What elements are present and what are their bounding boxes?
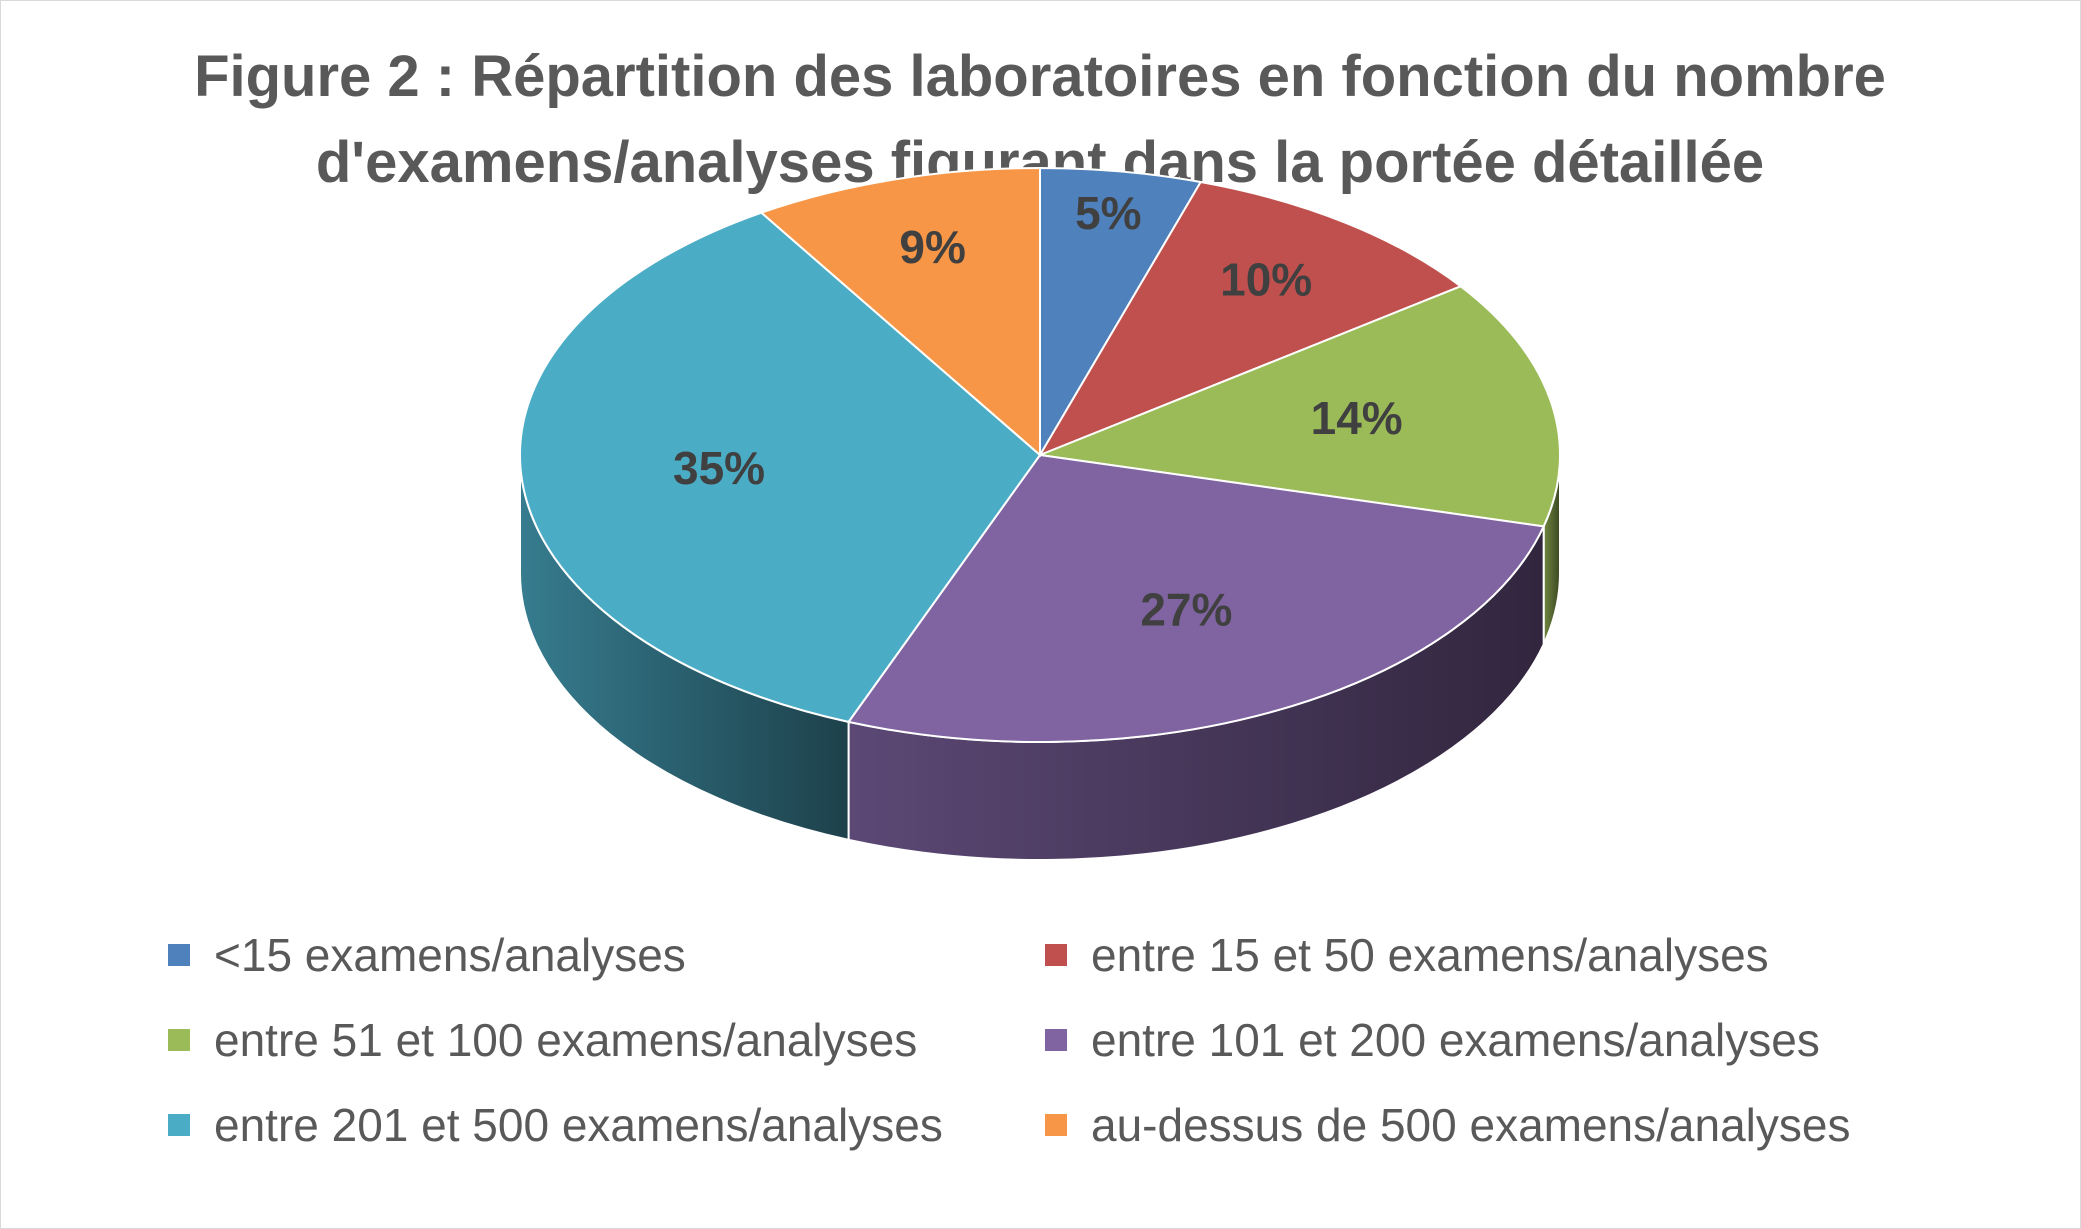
pie-slice-entre-101-et-200-examens-analyses[interactable] [846,453,1546,743]
data-label-entre-101-et-200-examens-analyses: 27% [1140,584,1232,636]
pie-slice-entre-15-et-50-examens-analyses[interactable] [1037,180,1463,458]
pie-slice-entre-51-et-100-examens-analyses[interactable] [1036,285,1561,528]
pie-slice-au-dessus-de-500-examens-analyses[interactable] [759,166,1041,458]
pie-slice-entre-201-et-500-examens-analyses[interactable] [519,211,1042,723]
pie-tops [519,166,1561,743]
data-label-au-dessus-de-500-examens-analyses: 9% [899,221,965,273]
data-label-15-examens-analyses: 5% [1075,187,1141,239]
chart-title-line-1: Figure 2 : Répartition des laboratoires … [194,44,1886,109]
pie-slice-15-examens-analyses[interactable] [1039,166,1203,459]
data-label-entre-201-et-500-examens-analyses: 35% [673,442,765,494]
data-label-entre-15-et-50-examens-analyses: 10% [1220,253,1312,305]
pie-labels: 5% 10% 14% 27% 35% 9% [673,187,1403,636]
data-label-entre-51-et-100-examens-analyses: 14% [1311,392,1403,444]
